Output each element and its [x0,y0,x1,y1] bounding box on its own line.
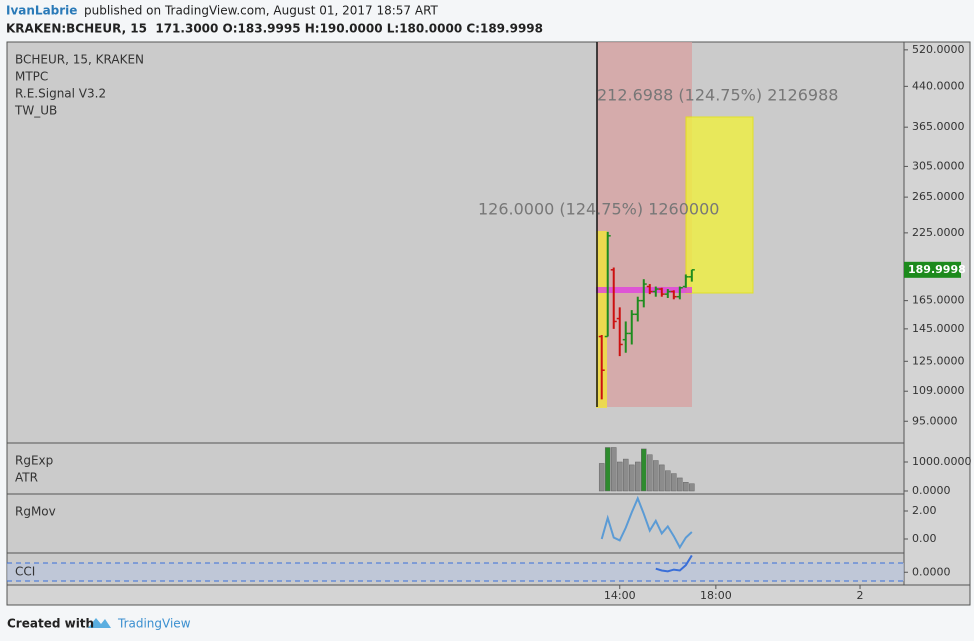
chart-area [6,41,905,586]
histogram-bar [683,482,689,492]
symbol-line: KRAKEN:BCHEUR, 15 171.3000 O:183.9995 H:… [6,22,543,36]
y-tick-label: 265.0000 [912,190,965,203]
histogram-bar [598,463,605,492]
annotation: 212.6988 (124.75%) 2126988 [597,86,838,105]
signal-box [596,231,607,408]
pane-label: ATR [15,471,38,485]
pane-label: RgMov [15,505,56,519]
author[interactable]: IvanLabrie [6,4,77,18]
brand-logo [88,618,111,628]
histogram-bar [653,460,659,492]
histogram-bar [622,458,629,492]
y-tick-label: 440.0000 [912,79,965,92]
histogram-bar [635,461,641,492]
x-tick-label: 2 [857,589,864,602]
x-tick-label: 18:00 [700,589,732,602]
legend-indicator: TW_UB [14,104,57,118]
annotation: 126.0000 (124.75%) 1260000 [478,200,719,219]
target-box [685,116,754,294]
histogram-bar [647,454,653,492]
histogram-bar [641,448,647,492]
histogram-bar [689,483,695,492]
legend-indicator: MTPC [15,70,48,84]
y-tick-label: 225.0000 [912,226,965,239]
y-tick-label: 0.0000 [912,565,951,578]
y-tick-label: 165.0000 [912,294,965,307]
histogram-bar [665,470,671,492]
y-tick-label: 0.0000 [912,484,951,497]
footer-created: Created with [7,617,94,631]
histogram-bar [629,464,635,492]
indicator-line [655,554,693,573]
range-box [597,42,692,407]
x-tick-label: 14:00 [604,589,636,602]
y-tick-label: 305.0000 [912,159,965,172]
pane-label: RgExp [15,454,53,468]
time-axis [6,584,971,606]
y-tick-label: 365.0000 [912,120,965,133]
last-price-box [904,261,961,278]
histogram-bar [659,464,665,492]
y-tick-label: 109.0000 [912,384,965,397]
legend-indicator: R.E.Signal V3.2 [15,87,106,101]
y-tick-label: 520.0000 [912,43,965,56]
price-axis [903,41,971,586]
histogram-bar [610,447,617,492]
y-tick-label: 2.00 [912,504,937,517]
y-tick-label: 1000.0000 [912,455,972,468]
histogram-bar [604,447,611,492]
pane-label: CCI [15,565,35,579]
y-tick-label: 125.0000 [912,354,965,367]
histogram-bar [677,477,683,492]
y-tick-label: 145.0000 [912,322,965,335]
legend-title: BCHEUR, 15, KRAKEN [15,53,144,67]
y-tick-label: 95.0000 [912,414,958,427]
footer-brand[interactable]: TradingView [117,617,191,631]
histogram-bar [616,461,623,492]
indicator-line [600,495,693,550]
y-tick-label: 0.00 [912,532,937,545]
cci-band [7,563,904,581]
published: published on TradingView.com, August 01,… [84,4,439,18]
last-price-label: 189.9998 [908,263,966,276]
histogram-bar [671,473,677,492]
